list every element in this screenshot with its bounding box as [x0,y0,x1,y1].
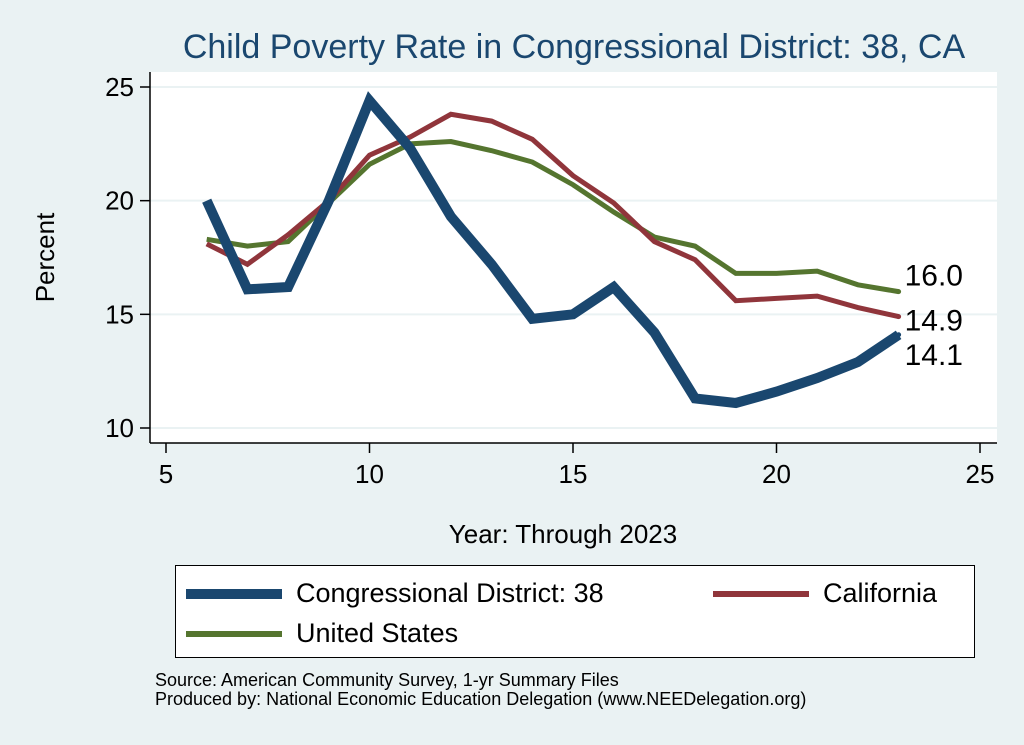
legend-swatch-united-states [186,630,282,637]
x-axis-title: Year: Through 2023 [449,519,677,549]
x-tick-label: 5 [159,459,173,489]
legend-label-united-states: United States [296,618,459,648]
producer-note: Produced by: National Economic Education… [155,689,807,709]
series-end-point-congressional-district-38 [896,332,902,338]
legend-item-district: Congressional District: 38 [186,578,604,609]
source-note: Source: American Community Survey, 1-yr … [155,670,619,690]
end-value-label: 14.1 [905,339,963,372]
y-tick-label: 20 [105,186,134,216]
y-tick-label: 15 [105,299,134,329]
chart-plot: 10 15 20 25 5 10 15 20 25 Percent Year: Through 20… [30,72,997,549]
legend-label-district: Congressional District: 38 [296,578,604,608]
x-tick-label: 10 [355,459,384,489]
series-line-congressional-district-38 [202,91,902,409]
legend-swatch-california [713,590,809,597]
footnote: Source: American Community Survey, 1-yr … [155,671,806,709]
series-end-point-california [896,314,902,320]
x-tick-label: 15 [559,459,588,489]
chart-legend: Congressional District: 38 California Un… [175,565,975,658]
legend-label-california: California [823,578,938,608]
plot-area [150,72,997,443]
end-value-label: 14.9 [905,305,963,338]
y-axis-title: Percent [30,212,60,302]
chart-title: Child Poverty Rate in Congressional Dist… [182,28,966,66]
legend-swatch-district [186,588,282,599]
y-tick-label: 10 [105,413,134,443]
legend-item-united-states: United States [186,618,458,649]
y-tick-label: 25 [105,72,134,102]
x-tick-label: 20 [762,459,791,489]
series-end-point-united-states [896,289,902,295]
x-tick-label: 25 [966,459,995,489]
end-value-label: 16.0 [905,260,963,293]
legend-item-california: California [713,578,937,609]
